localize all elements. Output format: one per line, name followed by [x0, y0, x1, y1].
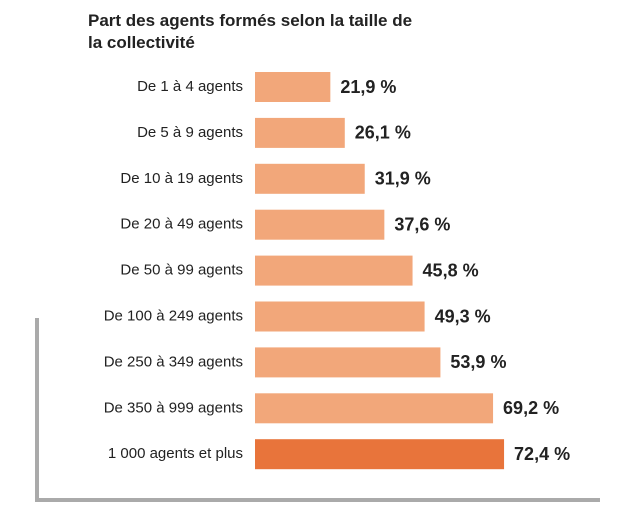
category-label: 1 000 agents et plus: [108, 445, 243, 462]
bar: [255, 439, 505, 470]
category-label: De 250 à 349 agents: [104, 353, 243, 370]
category-label: De 350 à 999 agents: [104, 399, 243, 416]
bar: [255, 255, 413, 286]
bar: [255, 347, 441, 378]
value-label: 53,9 %: [450, 352, 506, 372]
chart-title: Part des agents formés selon la taille d…: [88, 11, 413, 52]
category-label: De 10 à 19 agents: [120, 170, 243, 187]
value-label: 26,1 %: [355, 123, 411, 143]
value-label: 49,3 %: [435, 306, 491, 326]
bracket: [35, 318, 600, 502]
bar: [255, 209, 385, 240]
value-label: 37,6 %: [394, 214, 450, 234]
value-label: 31,9 %: [375, 169, 431, 189]
category-label: De 20 à 49 agents: [120, 216, 243, 233]
bar: [255, 163, 365, 194]
value-label: 45,8 %: [423, 260, 479, 280]
bar: [255, 117, 345, 148]
bar: [255, 301, 425, 332]
value-label: 69,2 %: [503, 398, 559, 418]
category-label: De 1 à 4 agents: [137, 78, 243, 95]
value-label: 21,9 %: [340, 77, 396, 97]
category-label: De 50 à 99 agents: [120, 262, 243, 279]
category-label: De 100 à 249 agents: [104, 307, 243, 324]
bar: [255, 393, 494, 424]
value-label: 72,4 %: [514, 444, 570, 464]
bar: [255, 72, 331, 102]
category-label: De 5 à 9 agents: [137, 124, 243, 141]
